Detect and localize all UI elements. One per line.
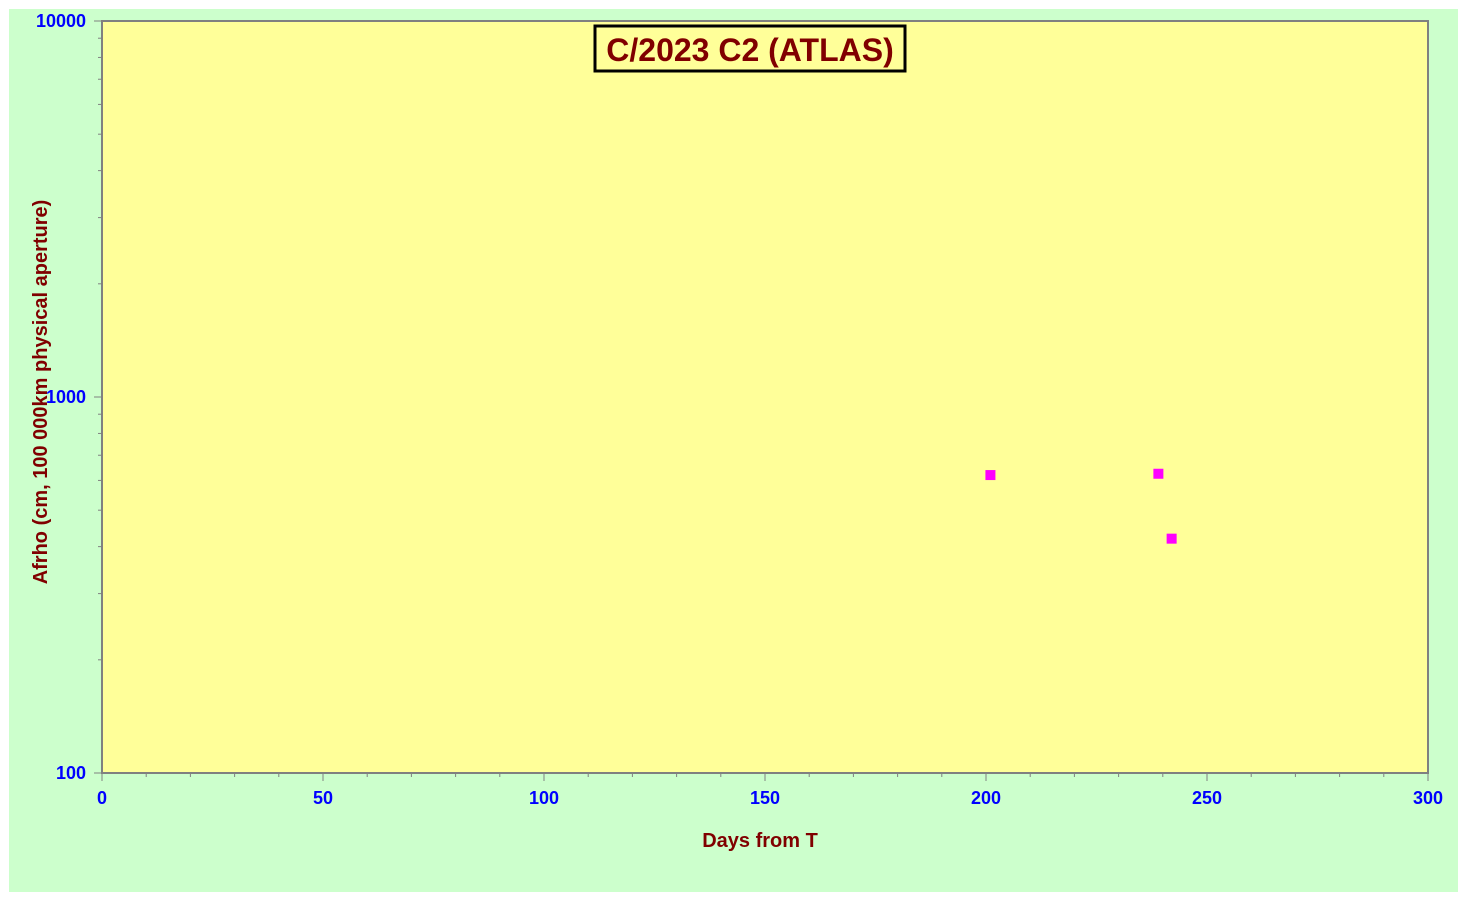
y-tick-label: 1000 [46,387,86,407]
y-axis-title: Afrho (cm, 100 000km physical aperture) [30,200,52,585]
y-axis: 100 1000 10000 [36,11,103,783]
data-point-marker [1153,468,1164,479]
y-tick-label: 100 [56,763,86,783]
data-point-marker [985,470,996,481]
x-tick-label: 300 [1413,788,1443,808]
data-series [985,468,1177,544]
x-tick-label: 0 [97,788,107,808]
data-point-marker [1166,533,1177,544]
y-tick-label: 10000 [36,11,86,31]
x-tick-label: 200 [971,788,1001,808]
x-tick-label: 250 [1192,788,1222,808]
x-axis: 0 50 100 150 200 250 300 [97,772,1443,808]
plot-area [101,20,1429,774]
chart-title: C/2023 C2 (ATLAS) [606,32,893,68]
x-axis-title: Days from T [702,830,818,852]
x-tick-label: 50 [313,788,333,808]
chart-title-box: C/2023 C2 (ATLAS) [593,24,907,73]
x-tick-label: 150 [750,788,780,808]
x-tick-label: 100 [529,788,559,808]
